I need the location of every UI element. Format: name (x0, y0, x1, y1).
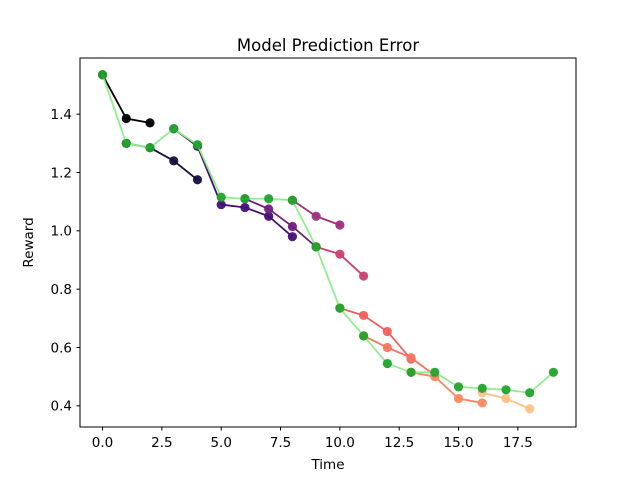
y-axis-label: Reward (21, 217, 37, 267)
axis-ticks: 0.0 2.5 5.0 7.5 10.0 12.5 15.0 17.5 0.4 0.6 0.8 1.0… (51, 107, 533, 451)
series-prediction-t0 (97, 70, 155, 128)
series-layer (97, 70, 559, 414)
data-point-prediction-t13-x16 (477, 398, 487, 408)
data-point-prediction-t11-x13 (406, 353, 416, 363)
data-point-ground-truth-x11 (358, 331, 369, 341)
data-point-prediction-t16-x18 (525, 404, 535, 414)
series-line-prediction-t3 (172, 127, 294, 238)
x-tick-label: 5.0 (210, 435, 231, 451)
y-tick-label: 1.2 (51, 165, 72, 181)
y-tick-label: 0.6 (51, 340, 72, 356)
series-prediction-t3 (169, 124, 298, 242)
data-point-ground-truth-x8 (287, 195, 298, 205)
data-point-ground-truth-x17 (501, 385, 511, 395)
data-point-prediction-t0-x2 (145, 118, 155, 128)
series-line-prediction-t11 (362, 334, 436, 377)
x-tick-label: 15.0 (443, 435, 473, 451)
data-point-prediction-t13-x15 (453, 393, 464, 404)
series-prediction-t16 (477, 388, 535, 414)
data-point-ground-truth-x3 (169, 124, 179, 134)
series-line-prediction-t6 (244, 197, 318, 248)
data-point-ground-truth-x18 (525, 388, 535, 398)
y-tick-label: 0.8 (51, 282, 72, 298)
data-point-prediction-t10-x12 (382, 326, 392, 337)
data-point-prediction-t6-x7 (264, 204, 274, 214)
data-point-ground-truth-x19 (548, 367, 559, 377)
data-point-prediction-t3-x6 (240, 202, 250, 213)
x-tick-label: 0.0 (92, 435, 113, 451)
data-point-ground-truth-x1 (121, 138, 131, 148)
series-prediction-t6 (240, 194, 321, 252)
data-point-prediction-t10-x11 (358, 310, 369, 321)
data-point-ground-truth-x2 (145, 143, 155, 153)
y-tick-label: 1.0 (51, 224, 72, 240)
data-point-prediction-t0-x1 (121, 113, 131, 124)
series-ground-truth (97, 70, 559, 398)
plot-area-frame (79, 57, 577, 428)
data-point-prediction-t8-x9 (311, 211, 321, 221)
x-tick-label: 7.5 (270, 435, 291, 451)
data-point-ground-truth-x12 (382, 358, 392, 369)
data-point-ground-truth-x4 (192, 140, 203, 150)
data-point-prediction-t6-x8 (287, 221, 298, 232)
x-tick-label: 2.5 (151, 435, 172, 451)
data-point-ground-truth-x5 (216, 192, 226, 202)
data-point-prediction-t9-x11 (358, 271, 369, 281)
data-point-prediction-t1-x4 (192, 175, 203, 185)
data-point-ground-truth-x7 (264, 194, 274, 204)
series-line-prediction-t1 (125, 142, 199, 181)
data-point-ground-truth-x13 (406, 367, 416, 377)
x-tick-label: 10.0 (325, 435, 355, 451)
data-point-ground-truth-x15 (453, 382, 464, 392)
data-point-prediction-t3-x8 (287, 232, 298, 242)
data-point-prediction-t8-x10 (335, 220, 345, 230)
series-line-ground-truth (101, 73, 555, 394)
series-line-prediction-t10 (338, 307, 412, 361)
y-tick-label: 0.4 (51, 399, 72, 415)
x-axis-label: Time (310, 457, 344, 473)
data-point-ground-truth-x0 (97, 70, 108, 80)
data-point-ground-truth-x16 (477, 383, 487, 393)
data-point-prediction-t16-x17 (501, 393, 511, 404)
series-line-prediction-t13 (410, 371, 484, 404)
data-point-ground-truth-x10 (335, 303, 345, 313)
data-point-prediction-t1-x3 (169, 156, 179, 166)
data-point-prediction-t9-x10 (335, 249, 345, 259)
y-tick-label: 1.4 (51, 107, 72, 123)
x-tick-label: 12.5 (384, 435, 414, 451)
data-point-ground-truth-x14 (430, 367, 440, 377)
data-point-prediction-t3-x5 (216, 199, 226, 210)
data-point-ground-truth-x9 (311, 242, 321, 252)
data-point-prediction-t11-x12 (382, 342, 392, 353)
chart-title: Model Prediction Error (237, 36, 419, 55)
data-point-prediction-t3-x7 (264, 211, 274, 221)
data-point-ground-truth-x6 (240, 194, 250, 204)
x-tick-label: 17.5 (503, 435, 533, 451)
